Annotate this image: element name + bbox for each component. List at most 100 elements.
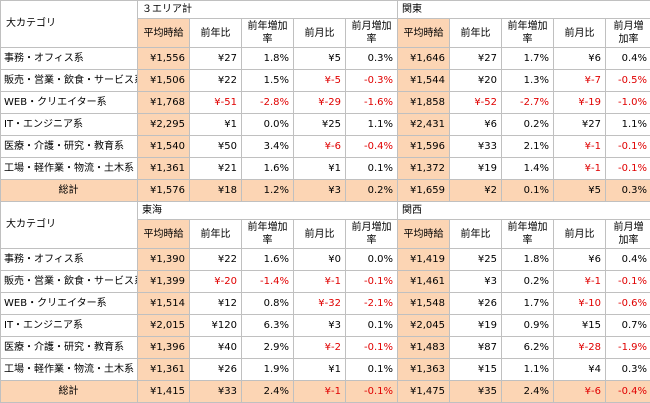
value-cell: ¥3 xyxy=(450,271,502,293)
value-cell: 0.3% xyxy=(346,48,398,70)
value-cell: ¥15 xyxy=(554,315,606,337)
avg-wage-cell: ¥1,544 xyxy=(398,70,450,92)
value-cell: 1.1% xyxy=(346,114,398,136)
value-cell: -0.5% xyxy=(606,70,650,92)
value-cell: ¥87 xyxy=(450,337,502,359)
column-header: 前月比 xyxy=(294,19,346,48)
value-cell: 1.6% xyxy=(242,249,294,271)
column-header: 前年比 xyxy=(450,19,502,48)
category-cell: 医療・介護・研究・教育系 xyxy=(1,136,138,158)
value-cell: 0.1% xyxy=(346,315,398,337)
avg-wage-cell: ¥1,596 xyxy=(398,136,450,158)
category-cell: WEB・クリエイター系 xyxy=(1,92,138,114)
category-cell: 販売・営業・飲食・サービス系 xyxy=(1,70,138,92)
value-cell: ¥50 xyxy=(190,136,242,158)
value-cell: ¥25 xyxy=(294,114,346,136)
value-cell: ¥-1 xyxy=(294,381,346,403)
corner-label: 大カテゴリ xyxy=(1,1,138,48)
area-header: 東海 xyxy=(138,202,398,220)
column-header: 前月比 xyxy=(554,19,606,48)
avg-wage-cell: ¥2,045 xyxy=(398,315,450,337)
value-cell: ¥19 xyxy=(450,315,502,337)
value-cell: ¥-28 xyxy=(554,337,606,359)
value-cell: ¥-19 xyxy=(554,92,606,114)
avg-wage-cell: ¥1,363 xyxy=(398,359,450,381)
avg-wage-cell: ¥1,399 xyxy=(138,271,190,293)
category-cell: 医療・介護・研究・教育系 xyxy=(1,337,138,359)
value-cell: -0.3% xyxy=(346,70,398,92)
value-cell: ¥-1 xyxy=(554,271,606,293)
value-cell: ¥12 xyxy=(190,293,242,315)
value-cell: ¥40 xyxy=(190,337,242,359)
value-cell: 2.9% xyxy=(242,337,294,359)
column-header: 前年比 xyxy=(450,220,502,249)
value-cell: ¥1 xyxy=(190,114,242,136)
value-cell: 3.4% xyxy=(242,136,294,158)
category-cell: IT・エンジニア系 xyxy=(1,114,138,136)
avg-wage-cell: ¥2,015 xyxy=(138,315,190,337)
value-cell: -0.1% xyxy=(606,271,650,293)
column-header: 前月比 xyxy=(554,220,606,249)
value-cell: ¥-29 xyxy=(294,92,346,114)
value-cell: ¥5 xyxy=(294,48,346,70)
value-cell: 1.6% xyxy=(242,158,294,180)
value-cell: -0.6% xyxy=(606,293,650,315)
category-cell: 販売・営業・飲食・サービス系 xyxy=(1,271,138,293)
avg-wage-cell: ¥1,396 xyxy=(138,337,190,359)
value-cell: 0.4% xyxy=(606,48,650,70)
table-row: WEB・クリエイター系¥1,768¥-51-2.8%¥-29-1.6%¥1,85… xyxy=(1,92,650,114)
column-header: 前年増加率 xyxy=(502,220,554,249)
value-cell: ¥27 xyxy=(554,114,606,136)
avg-wage-cell: ¥1,372 xyxy=(398,158,450,180)
value-cell: ¥35 xyxy=(450,381,502,403)
value-cell: -0.1% xyxy=(606,158,650,180)
avg-wage-cell: ¥1,548 xyxy=(398,293,450,315)
column-header: 前年増加率 xyxy=(502,19,554,48)
avg-wage-cell: ¥1,483 xyxy=(398,337,450,359)
avg-wage-cell: ¥1,461 xyxy=(398,271,450,293)
value-cell: ¥-7 xyxy=(554,70,606,92)
column-header: 平均時給 xyxy=(398,19,450,48)
value-cell: 0.3% xyxy=(606,180,650,202)
value-cell: 1.1% xyxy=(606,114,650,136)
value-cell: ¥6 xyxy=(554,249,606,271)
value-cell: -2.7% xyxy=(502,92,554,114)
column-header: 平均時給 xyxy=(138,220,190,249)
value-cell: 0.1% xyxy=(502,180,554,202)
value-cell: ¥18 xyxy=(190,180,242,202)
column-header: 平均時給 xyxy=(138,19,190,48)
value-cell: 1.2% xyxy=(242,180,294,202)
area-header: 関東 xyxy=(398,1,650,19)
value-cell: ¥4 xyxy=(554,359,606,381)
value-cell: 0.3% xyxy=(606,359,650,381)
value-cell: 2.4% xyxy=(242,381,294,403)
value-cell: ¥-1 xyxy=(294,271,346,293)
category-cell: WEB・クリエイター系 xyxy=(1,293,138,315)
value-cell: 0.0% xyxy=(242,114,294,136)
value-cell: 6.3% xyxy=(242,315,294,337)
value-cell: -2.1% xyxy=(346,293,398,315)
value-cell: 0.7% xyxy=(606,315,650,337)
value-cell: 0.4% xyxy=(606,249,650,271)
value-cell: 1.9% xyxy=(242,359,294,381)
value-cell: ¥-1 xyxy=(554,136,606,158)
value-cell: 1.8% xyxy=(242,48,294,70)
column-header: 前月増加率 xyxy=(606,19,650,48)
avg-wage-cell: ¥1,475 xyxy=(398,381,450,403)
value-cell: ¥6 xyxy=(554,48,606,70)
value-cell: 0.8% xyxy=(242,293,294,315)
avg-wage-cell: ¥1,576 xyxy=(138,180,190,202)
value-cell: 2.4% xyxy=(502,381,554,403)
value-cell: ¥26 xyxy=(450,293,502,315)
value-cell: ¥3 xyxy=(294,180,346,202)
value-cell: -2.8% xyxy=(242,92,294,114)
value-cell: ¥26 xyxy=(190,359,242,381)
wage-table-2: 大カテゴリ 東海 関西 平均時給 前年比 前年増加率 前月比 前月増加率 平均時… xyxy=(0,201,650,403)
value-cell: ¥-6 xyxy=(554,381,606,403)
